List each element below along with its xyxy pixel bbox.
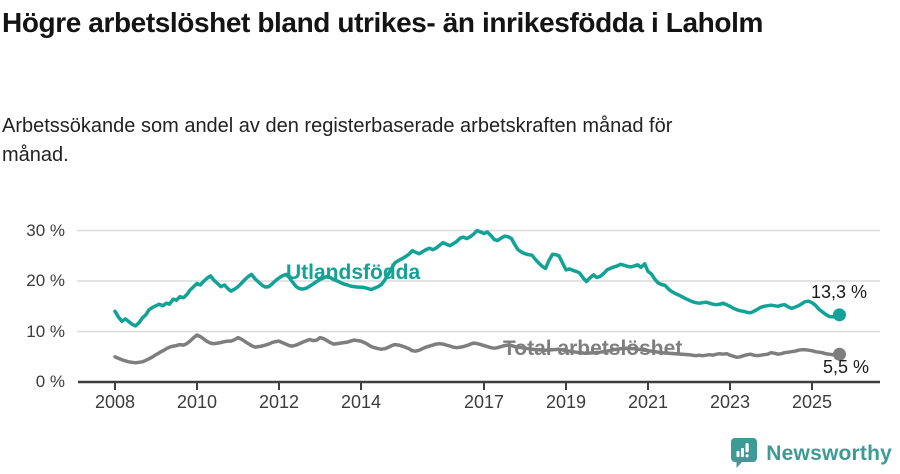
x-axis-label-2021: 2021 — [627, 392, 669, 412]
newsworthy-logo[interactable]: Newsworthy — [731, 438, 892, 469]
y-axis-label-20: 20 % — [26, 271, 65, 290]
newsworthy-wordmark: Newsworthy — [766, 441, 892, 465]
end-value-label-total: 5,5 % — [822, 357, 869, 377]
end-value-label-utlandsfodda: 13,3 % — [810, 282, 867, 302]
x-axis-label-2025: 2025 — [791, 392, 833, 412]
x-axis-label-2012: 2012 — [258, 392, 300, 412]
y-axis-label-0: 0 % — [35, 372, 65, 391]
x-axis-label-2023: 2023 — [709, 392, 751, 412]
x-axis-label-2014: 2014 — [340, 392, 382, 412]
y-axis-label-30: 30 % — [26, 220, 65, 240]
page-title: Högre arbetslöshet bland utrikes- än inr… — [2, 7, 763, 38]
x-axis-label-2019: 2019 — [545, 392, 587, 412]
endpoint-dot-utlandsfodda — [832, 308, 846, 322]
x-axis-label-2008: 2008 — [94, 392, 136, 412]
newsworthy-icon — [731, 438, 758, 468]
line-total — [113, 333, 842, 365]
page-subtitle: Arbetssökande som andel av den registerb… — [2, 115, 673, 166]
line-utlandsfodda — [113, 228, 842, 328]
x-axis-label-2017: 2017 — [463, 392, 505, 412]
y-axis-label-10: 10 % — [26, 321, 65, 341]
x-axis-label-2010: 2010 — [176, 392, 218, 412]
endpoint-dot-total — [832, 347, 846, 361]
series-label-utlandsfodda: Utlandsfödda — [286, 261, 421, 284]
series-label-total: Total arbetslöshet — [503, 337, 683, 360]
